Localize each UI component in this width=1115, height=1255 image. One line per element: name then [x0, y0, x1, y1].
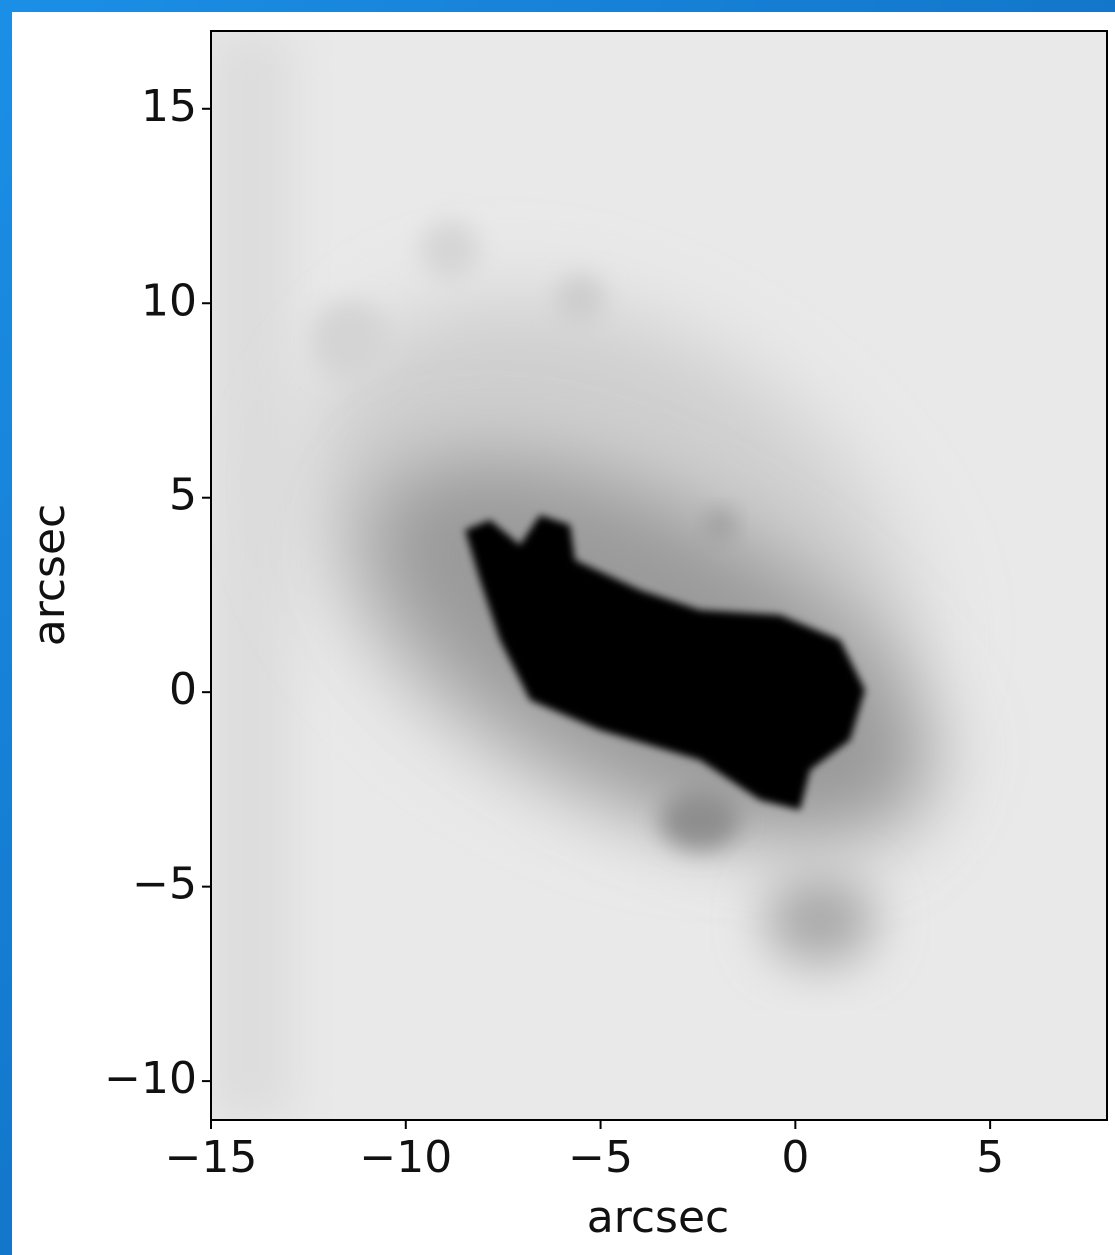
x-tick-label: −10 — [359, 1132, 452, 1183]
y-tick-label: 5 — [169, 470, 197, 521]
axes-frame — [210, 30, 1108, 1121]
y-axis-label: arcsec — [24, 504, 75, 646]
x-tick-label: −15 — [165, 1132, 258, 1183]
y-tick-label: −10 — [104, 1053, 197, 1104]
x-tick-label: −5 — [568, 1132, 633, 1183]
y-tick-label: 15 — [141, 81, 197, 132]
y-tick-label: −5 — [132, 859, 197, 910]
y-tick-label: 10 — [141, 275, 197, 326]
y-tick-label: 0 — [169, 664, 197, 715]
x-tick-label: 0 — [781, 1132, 809, 1183]
x-axis-label: arcsec — [587, 1192, 729, 1243]
image — [211, 31, 1107, 1120]
x-tick-label: 5 — [976, 1132, 1004, 1183]
